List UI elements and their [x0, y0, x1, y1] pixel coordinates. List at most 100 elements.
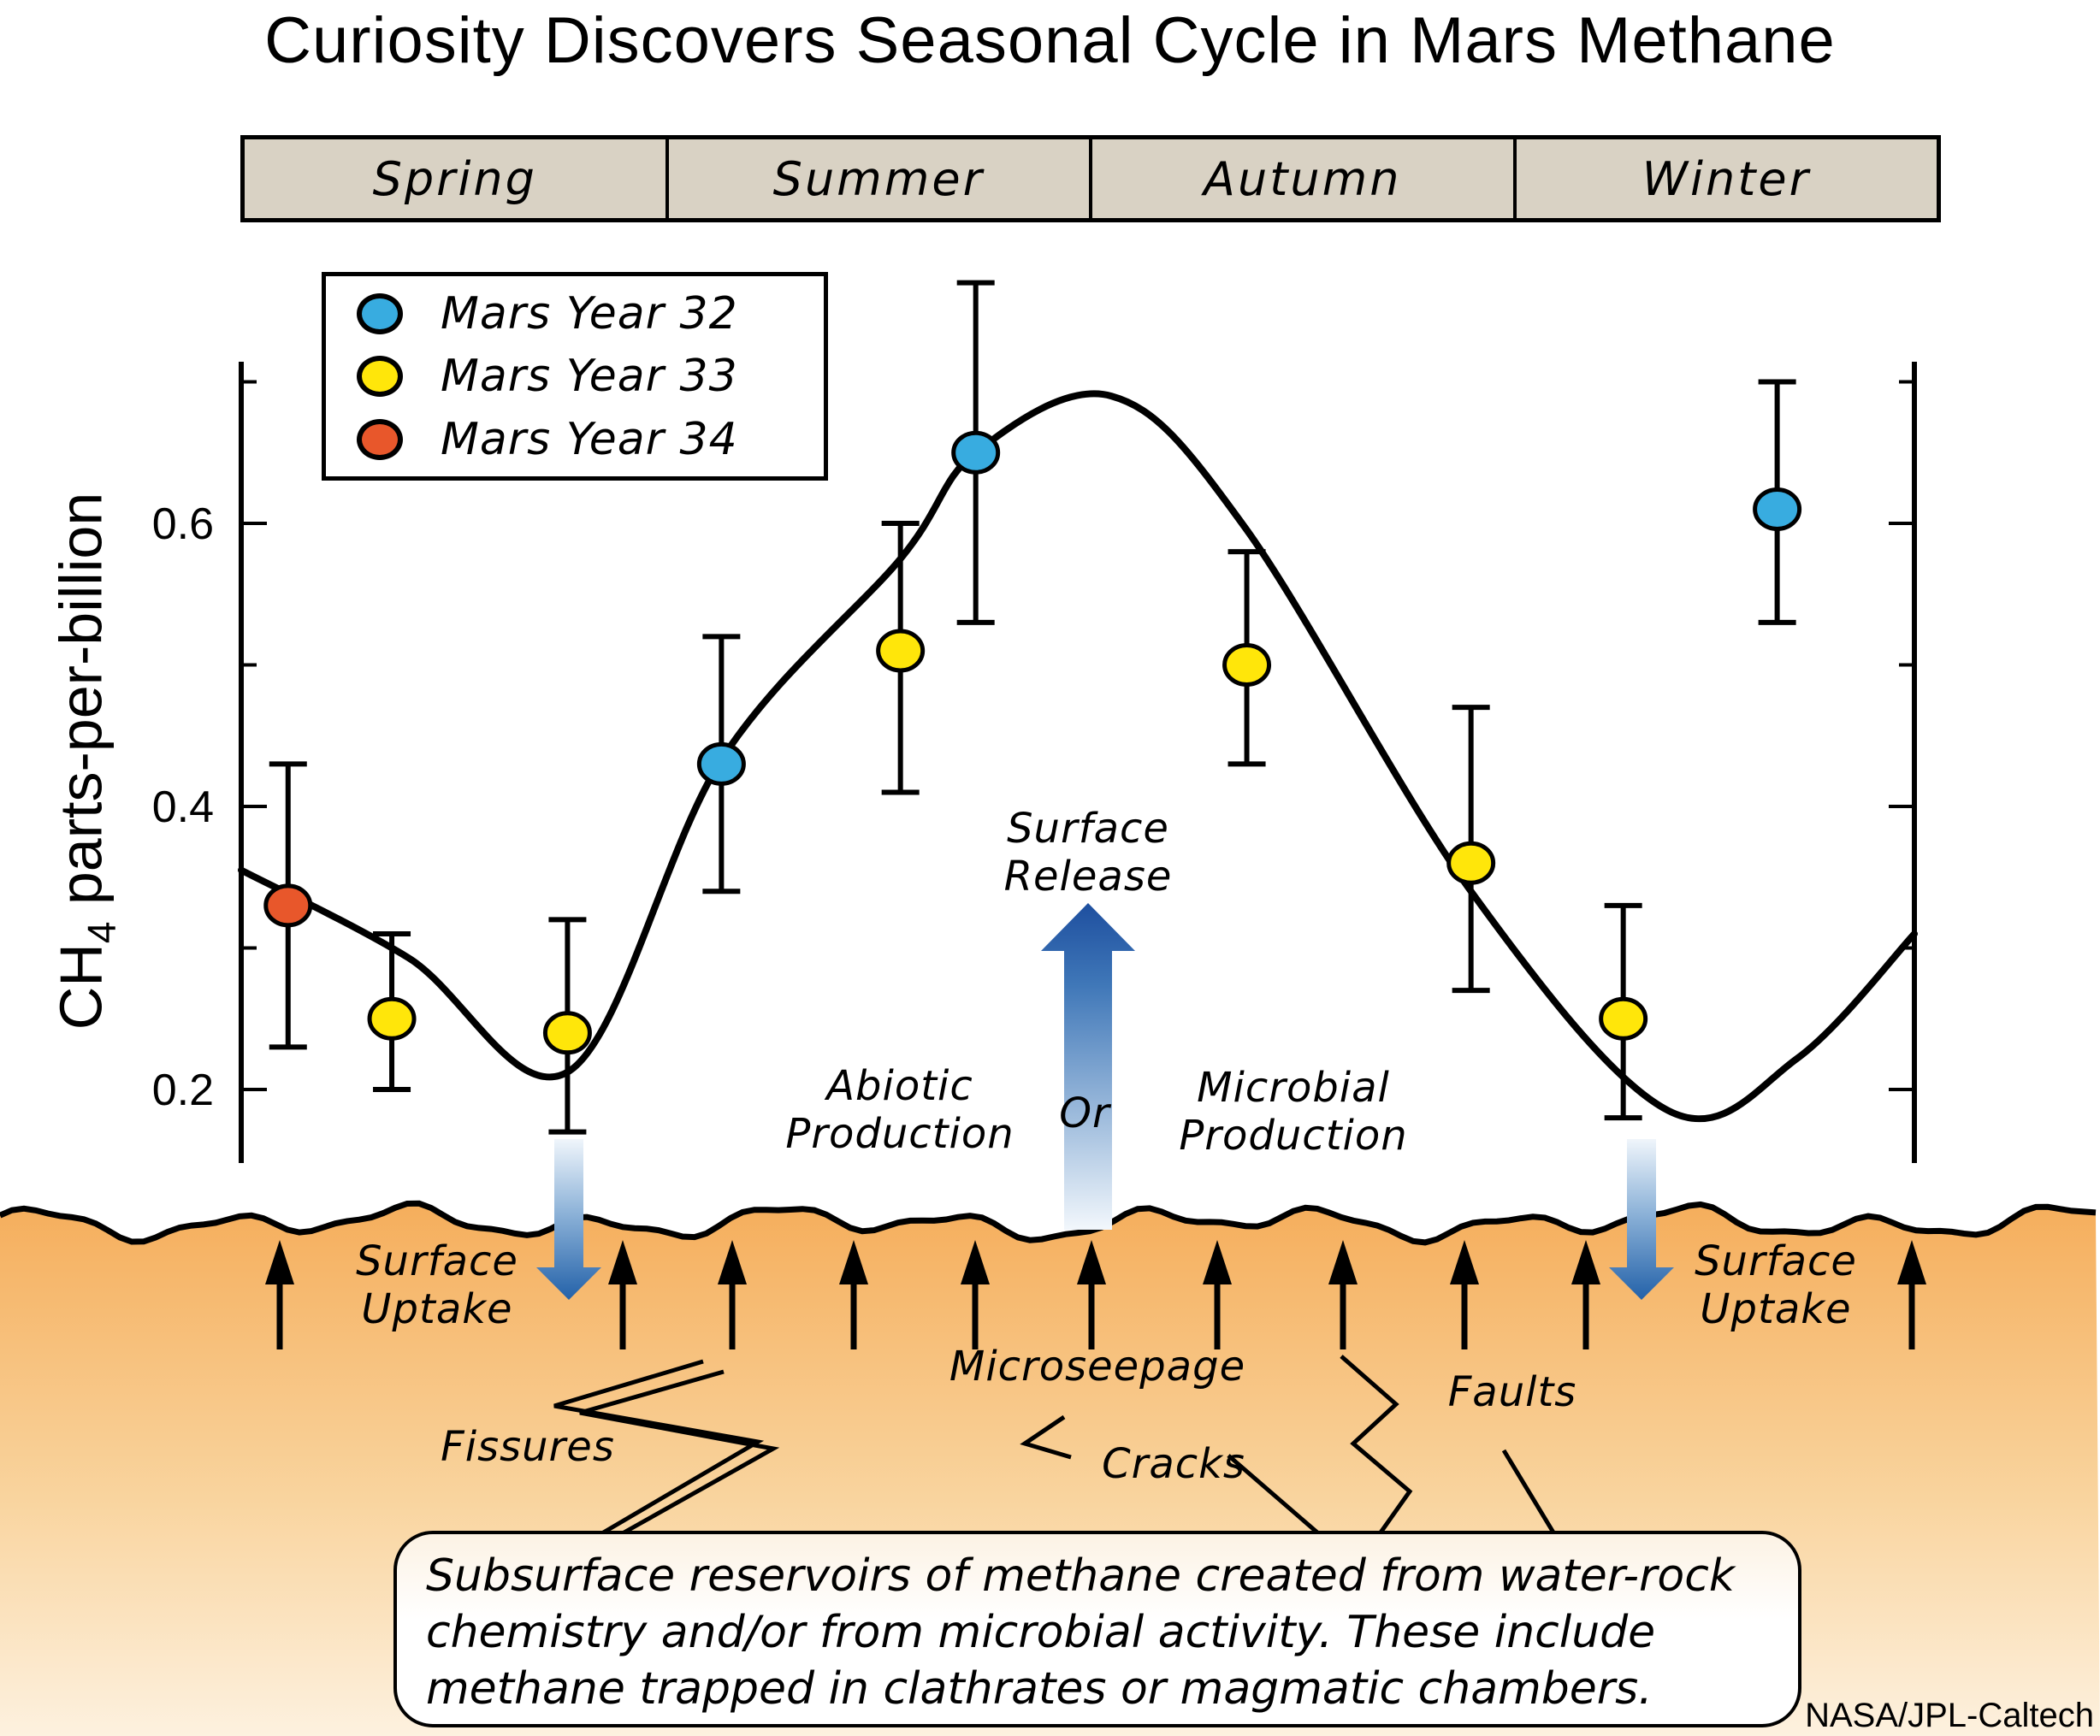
fissure-crack-line [579, 1369, 780, 1537]
season-cell-summer: Summer [665, 139, 1089, 218]
faults-label: Faults [1447, 1368, 1577, 1416]
fissures-label: Fissures [441, 1423, 615, 1471]
microseepage-arrow-head [1897, 1240, 1926, 1284]
season-bar: Spring Summer Autumn Winter [240, 135, 1941, 222]
legend-label: Mars Year 32 [441, 287, 738, 340]
season-cell-spring: Spring [245, 139, 665, 218]
microseepage-arrow-icon [718, 1240, 747, 1349]
faults-line [1501, 1449, 1556, 1534]
y-axis-label-subscript: 4 [79, 921, 124, 944]
data-point-group [1446, 705, 1496, 994]
legend-marker-blue-icon [357, 292, 403, 334]
data-point-group [367, 930, 417, 1092]
legend-marker-red-icon [357, 418, 403, 460]
microseepage-arrow-icon [1571, 1240, 1600, 1349]
data-point-mars-year-33 [1599, 996, 1648, 1041]
surface-uptake-arrow-icon [1609, 1139, 1674, 1300]
surface-release-line1: Surface [1007, 805, 1169, 853]
cracks-label: Cracks [1102, 1440, 1245, 1488]
or-label: Or [1059, 1089, 1110, 1137]
abiotic-production-label: Abiotic Production [785, 1062, 1014, 1158]
figure-title: Curiosity Discovers Seasonal Cycle in Ma… [264, 4, 1836, 77]
microseepage-arrow-head [1450, 1240, 1479, 1284]
microseepage-arrow-icon [608, 1240, 637, 1349]
microseepage-arrow-head [1328, 1240, 1358, 1284]
surface-uptake-left-label: Surface Uptake [356, 1237, 518, 1333]
subsurface-note-box: Subsurface reservoirs of methane created… [393, 1531, 1801, 1727]
microseepage-arrow-icon [961, 1240, 990, 1349]
surface-uptake-line2: Uptake [1700, 1285, 1852, 1333]
data-point-mars-year-32 [696, 741, 746, 786]
y-axis-label: CH4 parts-per-billion [47, 493, 125, 1030]
microseepage-arrow-icon [1328, 1240, 1358, 1349]
microseepage-arrow-icon [839, 1240, 868, 1349]
surface-release-line2: Release [1003, 853, 1173, 900]
faults-line [1340, 1355, 1413, 1534]
cracks-line [1227, 1454, 1319, 1534]
microseepage-arrow-icon [1897, 1240, 1926, 1349]
microbial-production-label: Microbial Production [1179, 1064, 1407, 1160]
legend: Mars Year 32 Mars Year 33 Mars Year 34 [322, 272, 828, 481]
y-axis-label-suffix: parts-per-billion [47, 492, 115, 922]
data-point-mars-year-33 [1446, 841, 1496, 885]
surface-uptake-line2: Uptake [361, 1285, 513, 1333]
legend-label: Mars Year 34 [441, 413, 738, 465]
data-point-group [542, 917, 592, 1135]
microseepage-arrow-icon [1450, 1240, 1479, 1349]
y-tick-label: 0.6 [152, 499, 214, 549]
data-point-group [1222, 549, 1272, 767]
microseepage-arrow-head [265, 1240, 294, 1284]
data-point-group [1599, 902, 1648, 1121]
legend-marker-yellow-icon [357, 356, 403, 397]
legend-item-mars-year-33: Mars Year 33 [357, 351, 824, 402]
microseepage-arrow-head [961, 1240, 990, 1284]
microbial-line2: Production [1179, 1112, 1408, 1160]
credit: NASA/JPL-Caltech [1805, 1697, 2094, 1734]
microbial-line1: Microbial [1197, 1064, 1390, 1112]
fissure-crack-line [553, 1359, 765, 1537]
data-point-mars-year-32 [951, 430, 1001, 475]
data-point-mars-year-33 [876, 629, 926, 673]
data-point-mars-year-34 [263, 883, 313, 928]
data-point-group [1753, 379, 1802, 625]
season-cell-winter: Winter [1512, 139, 1937, 218]
legend-item-mars-year-34: Mars Year 34 [357, 414, 824, 465]
microseepage-arrow-head [1077, 1240, 1106, 1284]
microseepage-arrow-head [1571, 1240, 1600, 1284]
cracks-line [1020, 1414, 1072, 1460]
surface-uptake-line1: Surface [356, 1237, 518, 1285]
y-tick-label: 0.4 [152, 782, 214, 832]
surface-release-label: Surface Release [1004, 805, 1173, 900]
season-cell-autumn: Autumn [1089, 139, 1513, 218]
y-axis-label-prefix: CH [47, 943, 115, 1030]
data-point-mars-year-33 [1222, 643, 1272, 687]
microseepage-arrow-icon [265, 1240, 294, 1349]
seasonal-trend-curve [238, 390, 1918, 1123]
microseepage-arrow-head [718, 1240, 747, 1284]
note-line3: methane trapped in clathrates or magmati… [426, 1663, 1653, 1715]
ground-surface [0, 1200, 2097, 1246]
data-point-mars-year-33 [367, 996, 417, 1041]
data-point-group [696, 634, 746, 895]
note-line1: Subsurface reservoirs of methane created… [426, 1550, 1735, 1602]
y-tick-label: 0.2 [152, 1066, 214, 1115]
data-point-group [263, 761, 313, 1050]
legend-item-mars-year-32: Mars Year 32 [357, 288, 824, 340]
legend-label: Mars Year 33 [441, 351, 738, 402]
surface-release-arrow-icon [1041, 903, 1135, 1230]
abiotic-line1: Abiotic [826, 1062, 973, 1110]
microseepage-label: Microseepage [949, 1343, 1246, 1391]
data-point-group [951, 280, 1001, 625]
note-line2: chemistry and/or from microbial activity… [426, 1607, 1656, 1658]
surface-uptake-arrow-icon [536, 1139, 601, 1300]
microseepage-arrow-head [608, 1240, 637, 1284]
microseepage-arrow-head [1203, 1240, 1232, 1284]
microseepage-arrow-icon [1077, 1240, 1106, 1349]
microseepage-arrow-head [839, 1240, 868, 1284]
surface-uptake-right-label: Surface Uptake [1695, 1237, 1857, 1333]
microseepage-arrow-icon [1203, 1240, 1232, 1349]
abiotic-line2: Production [785, 1110, 1015, 1158]
data-point-group [876, 521, 926, 795]
surface-uptake-line1: Surface [1695, 1237, 1857, 1285]
